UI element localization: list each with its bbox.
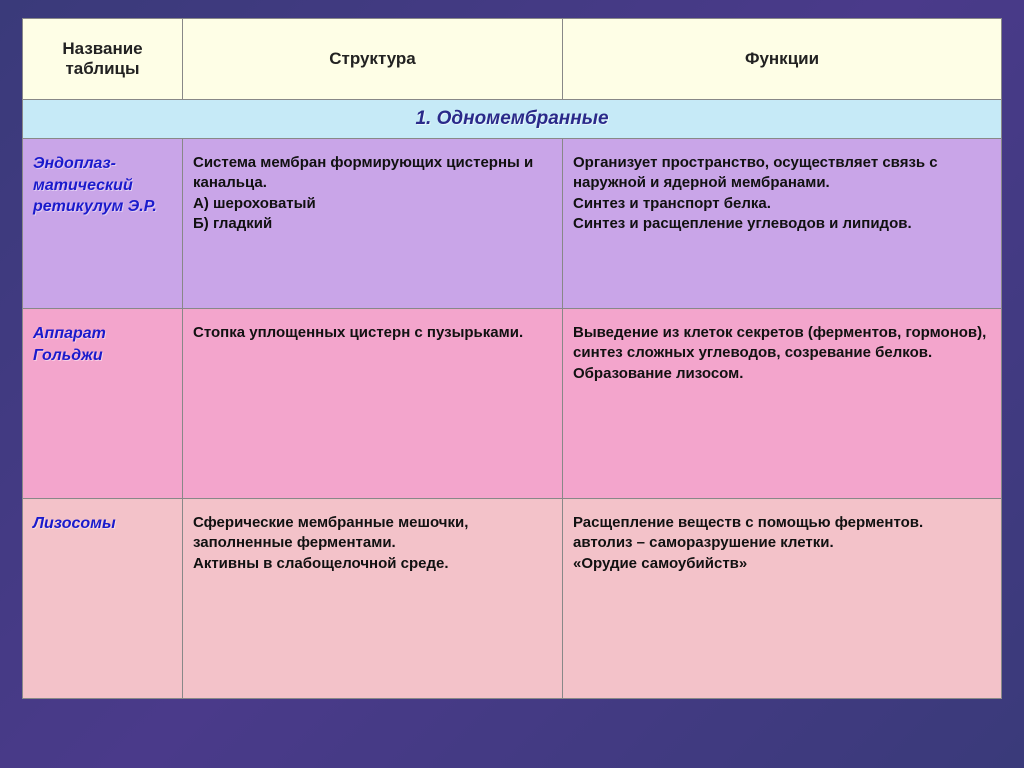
section-row: 1. Одномембранные: [23, 100, 1002, 139]
header-structure: Структура: [183, 19, 563, 100]
row-name: Лизосомы: [23, 499, 183, 699]
header-functions: Функции: [563, 19, 1002, 100]
row-functions: Организует пространство, осуществляет св…: [563, 139, 1002, 309]
table-row: Лизосомы Сферические мембранные мешочки,…: [23, 499, 1002, 699]
organelles-table: Название таблицы Структура Функции 1. Од…: [22, 18, 1002, 699]
row-functions: Выведение из клеток секретов (ферментов,…: [563, 309, 1002, 499]
table-header-row: Название таблицы Структура Функции: [23, 19, 1002, 100]
row-structure: Система мембран формирующих цистерны и к…: [183, 139, 563, 309]
table-row: Аппарат Гольджи Стопка уплощенных цистер…: [23, 309, 1002, 499]
table-row: Эндоплаз- матический ретикулум Э.Р. Сист…: [23, 139, 1002, 309]
section-title: 1. Одномембранные: [23, 100, 1002, 139]
row-functions: Расщепление веществ с помощью ферментов.…: [563, 499, 1002, 699]
row-name: Аппарат Гольджи: [23, 309, 183, 499]
row-structure: Сферические мембранные мешочки, заполнен…: [183, 499, 563, 699]
row-name: Эндоплаз- матический ретикулум Э.Р.: [23, 139, 183, 309]
row-structure: Стопка уплощенных цистерн с пузырьками.: [183, 309, 563, 499]
header-name: Название таблицы: [23, 19, 183, 100]
